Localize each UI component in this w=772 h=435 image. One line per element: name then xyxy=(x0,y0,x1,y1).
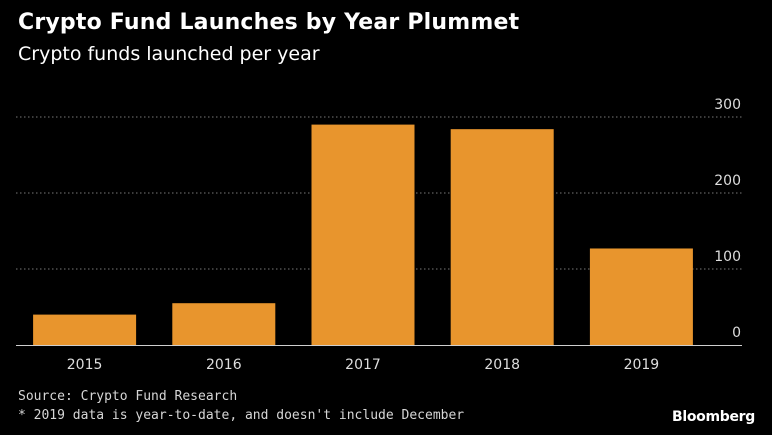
bars xyxy=(33,124,693,345)
x-tick-label-2016: 2016 xyxy=(206,357,242,373)
y-axis-tick-labels: 0 100 200 300 xyxy=(714,97,741,341)
bar-2016 xyxy=(172,303,276,345)
y-tick-label: 0 xyxy=(732,325,741,341)
x-tick-label-2019: 2019 xyxy=(624,357,660,373)
bar-2018 xyxy=(450,129,554,345)
bloomberg-logo: Bloomberg xyxy=(671,409,755,425)
bar-2019 xyxy=(589,248,693,345)
bar-2017 xyxy=(311,124,415,345)
source-note: Source: Crypto Fund Research xyxy=(18,389,238,404)
x-tick-label-2015: 2015 xyxy=(67,357,103,373)
x-tick-label-2017: 2017 xyxy=(345,357,381,373)
chart-subtitle: Crypto funds launched per year xyxy=(18,43,320,65)
y-tick-label: 200 xyxy=(714,173,741,189)
x-axis-tick-labels: 2015 2016 2017 2018 2019 xyxy=(67,357,659,373)
x-tick-label-2018: 2018 xyxy=(484,357,520,373)
footnote: * 2019 data is year-to-date, and doesn't… xyxy=(18,408,465,423)
bar-2015 xyxy=(33,314,137,345)
y-tick-label: 100 xyxy=(714,249,741,265)
y-tick-label: 300 xyxy=(714,97,741,113)
chart-title: Crypto Fund Launches by Year Plummet xyxy=(18,10,520,35)
